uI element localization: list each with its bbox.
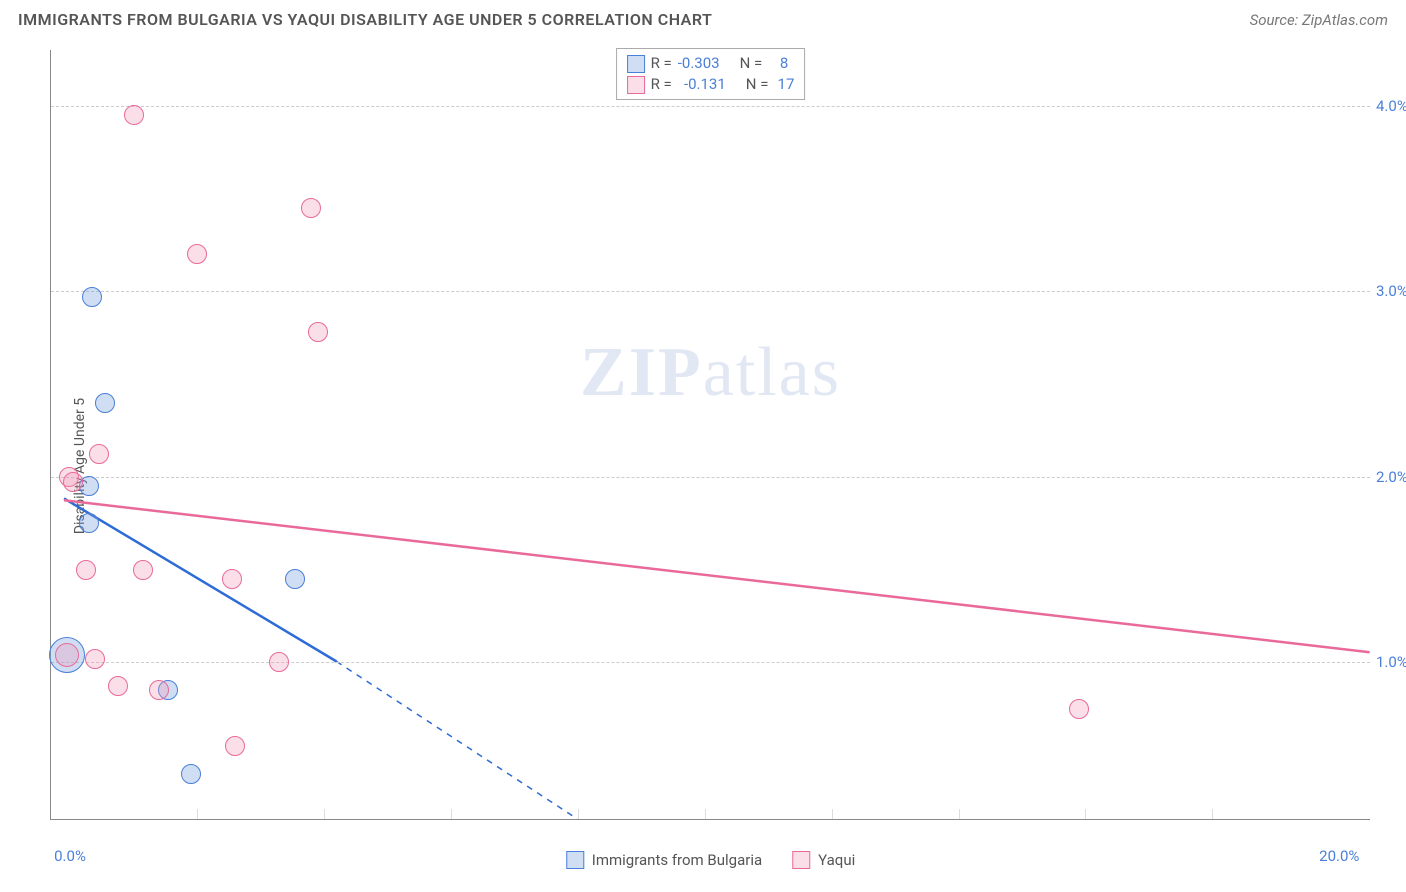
legend-label: Yaqui [818,851,855,869]
x-minor-tick [197,809,198,819]
y-tick-label: 1.0% [1376,653,1406,671]
r-label: R = [651,74,672,95]
swatch-icon [627,55,645,73]
data-point [124,105,144,125]
chart-container: Disability Age Under 5 R = -0.303 N = 8 … [0,40,1406,892]
plot-area: R = -0.303 N = 8 R = -0.131 N = 17 ZIPat… [50,50,1370,820]
x-minor-tick [1085,809,1086,819]
y-tick-label: 2.0% [1376,468,1406,486]
data-point [149,680,169,700]
data-point [285,569,305,589]
swatch-icon [627,76,645,94]
r-value: -0.303 [678,53,720,74]
x-minor-tick [959,809,960,819]
data-point [55,643,79,667]
data-point [1069,699,1089,719]
n-value: 17 [774,74,794,95]
gridline-h [51,662,1370,663]
data-point [95,393,115,413]
watermark-light: atlas [703,334,841,411]
legend-stats-row: R = -0.303 N = 8 [627,53,795,74]
data-point [301,198,321,218]
data-point [85,649,105,669]
data-point [187,244,207,264]
x-minor-tick [832,809,833,819]
gridline-h [51,477,1370,478]
y-tick-label: 4.0% [1376,97,1406,115]
x-tick-label: 20.0% [1319,847,1359,865]
n-label: N = [740,53,763,74]
data-point [79,513,99,533]
r-label: R = [651,53,672,74]
x-minor-tick [705,809,706,819]
source-label: Source: ZipAtlas.com [1250,11,1388,29]
chart-title: IMMIGRANTS FROM BULGARIA VS YAQUI DISABI… [18,10,712,29]
swatch-icon [792,851,810,869]
r-value: -0.131 [678,74,726,95]
legend-item: Yaqui [792,851,855,869]
y-tick-label: 3.0% [1376,282,1406,300]
legend-stats-row: R = -0.131 N = 17 [627,74,795,95]
header: IMMIGRANTS FROM BULGARIA VS YAQUI DISABI… [0,0,1406,35]
data-point [108,676,128,696]
swatch-icon [566,851,584,869]
x-minor-tick [1212,809,1213,819]
data-point [222,569,242,589]
n-value: 8 [768,53,788,74]
data-point [181,764,201,784]
data-point [82,287,102,307]
legend-series: Immigrants from Bulgaria Yaqui [566,851,855,869]
gridline-h [51,106,1370,107]
gridline-h [51,291,1370,292]
legend-item: Immigrants from Bulgaria [566,851,762,869]
x-tick-label: 0.0% [54,847,86,865]
data-point [76,560,96,580]
data-point [269,652,289,672]
x-minor-tick [578,809,579,819]
data-point [133,560,153,580]
x-minor-tick [451,809,452,819]
x-minor-tick [324,809,325,819]
data-point [225,736,245,756]
watermark-bold: ZIP [580,334,703,411]
legend-label: Immigrants from Bulgaria [592,851,762,869]
trend-lines [51,50,1370,819]
legend-stats: R = -0.303 N = 8 R = -0.131 N = 17 [616,48,806,100]
n-label: N = [746,74,769,95]
data-point [308,322,328,342]
watermark: ZIPatlas [580,333,841,413]
data-point [89,444,109,464]
data-point [63,472,83,492]
